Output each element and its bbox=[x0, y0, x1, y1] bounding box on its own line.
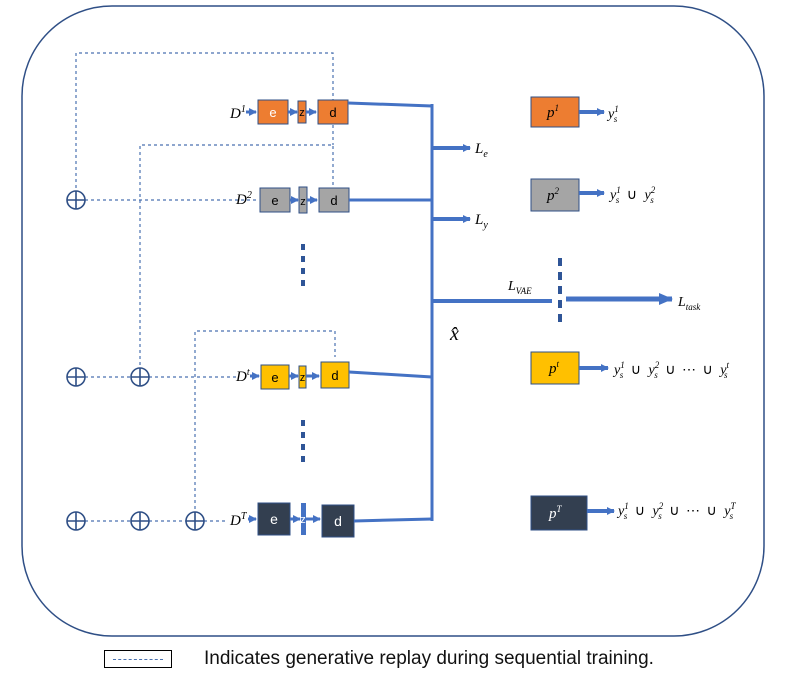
encoder-block-1 bbox=[257, 99, 289, 125]
oplus-icon bbox=[130, 511, 150, 531]
svg-text:d: d bbox=[331, 368, 338, 383]
loss-label-y: Ly bbox=[474, 212, 488, 231]
oplus-icon bbox=[66, 367, 86, 387]
oplus-icon bbox=[66, 511, 86, 531]
svg-text:p2: p2 bbox=[546, 186, 560, 204]
oplus-symbols bbox=[66, 190, 205, 531]
vertical-ellipsis bbox=[301, 244, 305, 286]
latent-block-T bbox=[301, 503, 306, 535]
decoder-block-2 bbox=[318, 187, 350, 213]
dataset-label-t: Dt bbox=[235, 367, 250, 385]
svg-text:pt: pt bbox=[548, 359, 560, 377]
oplus-icon bbox=[130, 367, 150, 387]
predictor-block-t bbox=[530, 351, 580, 385]
loss-label-e: Le bbox=[474, 141, 488, 160]
svg-text:p1: p1 bbox=[546, 103, 559, 121]
encoder-block-T bbox=[257, 502, 291, 536]
decoder-output-lines bbox=[347, 101, 434, 523]
svg-text:e: e bbox=[271, 370, 278, 385]
dataset-label-T: DT bbox=[229, 511, 248, 529]
loss-label-vae: LVAE bbox=[507, 279, 532, 296]
predictor-output-t: y1 s ∪ y2 s ∪ ⋯ ∪ yt s bbox=[612, 360, 729, 382]
replay-lines bbox=[75, 52, 336, 522]
svg-text:e: e bbox=[270, 511, 278, 527]
vertical-ellipsis bbox=[301, 420, 305, 462]
oplus-icon bbox=[66, 190, 86, 210]
replay-line-2 bbox=[139, 144, 334, 377]
decoder-block-T bbox=[321, 504, 355, 538]
svg-text:d: d bbox=[330, 193, 337, 208]
svg-text:z: z bbox=[299, 107, 305, 119]
predictor-output-2: y1 s ∪ y2 s bbox=[608, 185, 656, 207]
vae-row-1: D1 e z d bbox=[229, 99, 349, 125]
dataset-label-1: D1 bbox=[229, 104, 246, 122]
decoder-block-1 bbox=[317, 99, 349, 125]
predictor-block-2 bbox=[530, 178, 580, 212]
loss-separator bbox=[558, 258, 562, 322]
svg-text:pT: pT bbox=[548, 504, 563, 522]
loss-label-task: Ltask bbox=[677, 295, 701, 312]
legend-swatch bbox=[104, 650, 172, 668]
vae-row-2: D2 e z d bbox=[235, 186, 350, 214]
oplus-icon bbox=[185, 511, 205, 531]
reconstruction-label: x̂ bbox=[449, 323, 459, 345]
svg-text:z: z bbox=[300, 514, 306, 526]
predictor-t: pt y1 s ∪ y2 s ∪ ⋯ ∪ yt s bbox=[530, 351, 729, 385]
vae-row-T: DT e z d bbox=[229, 502, 355, 538]
svg-text:e: e bbox=[271, 193, 278, 208]
replay-line-1 bbox=[75, 52, 334, 200]
dataset-label-2: D2 bbox=[235, 190, 252, 208]
predictor-output-T: y1 s ∪ y2 s ∪ ⋯ ∪ yT s bbox=[616, 501, 736, 523]
svg-text:e: e bbox=[269, 105, 276, 120]
encoder-block-t bbox=[260, 364, 290, 390]
svg-text:d: d bbox=[329, 105, 336, 120]
predictor-2: p2 y1 s ∪ y2 s bbox=[530, 178, 656, 212]
svg-text:z: z bbox=[300, 372, 306, 384]
loss-arrows bbox=[432, 144, 673, 305]
encoder-block-2 bbox=[259, 187, 291, 213]
predictor-output-1: y1 s bbox=[606, 104, 619, 124]
replay-line-t bbox=[194, 330, 336, 521]
decoder-block-t bbox=[320, 361, 350, 389]
outer-frame bbox=[21, 5, 765, 637]
predictor-T: pT y1 s ∪ y2 s ∪ ⋯ ∪ yT s bbox=[530, 495, 736, 531]
predictor-1: p1 y1 s bbox=[530, 96, 619, 128]
svg-text:z: z bbox=[300, 196, 306, 208]
vae-row-t: Dt e z d bbox=[235, 361, 350, 390]
legend-text: Indicates generative replay during seque… bbox=[204, 648, 654, 669]
svg-text:d: d bbox=[334, 513, 342, 529]
